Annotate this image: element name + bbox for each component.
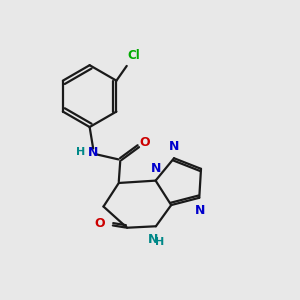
Text: O: O <box>139 136 150 149</box>
Text: H: H <box>76 147 85 157</box>
Text: N: N <box>169 140 179 153</box>
Text: N: N <box>148 233 159 246</box>
Text: Cl: Cl <box>128 50 140 62</box>
Text: H: H <box>155 237 165 247</box>
Text: N: N <box>195 204 205 217</box>
Text: N: N <box>88 146 98 159</box>
Text: N: N <box>150 162 161 175</box>
Text: O: O <box>94 217 105 230</box>
